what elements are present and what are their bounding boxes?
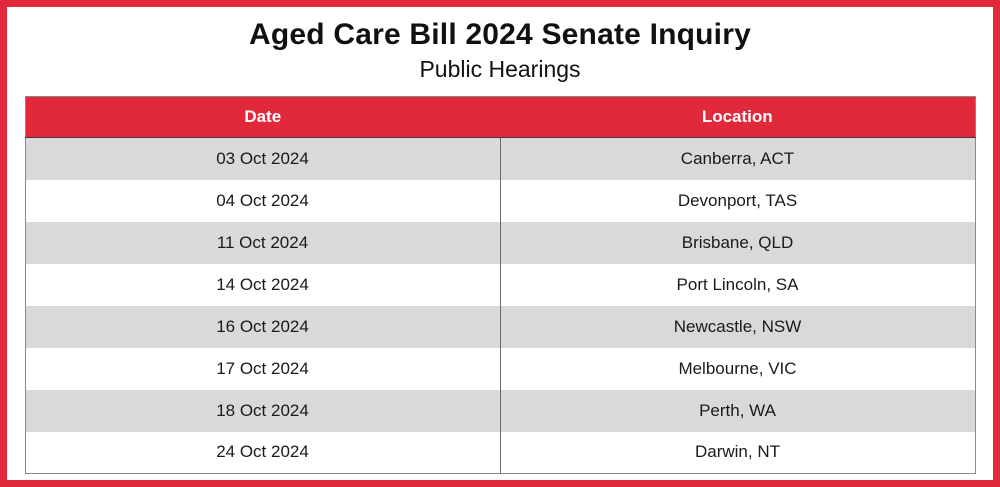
date-cell: 11 Oct 2024 [25, 221, 501, 264]
header-row: Date Location [25, 96, 975, 138]
date-cell: 03 Oct 2024 [25, 137, 501, 180]
table-row: 17 Oct 2024 Melbourne, VIC [25, 347, 975, 390]
hearings-table-body: 03 Oct 2024 Canberra, ACT 04 Oct 2024 Devon… [25, 137, 975, 474]
table-row: 24 Oct 2024 Darwin, NT [25, 431, 975, 474]
date-cell: 17 Oct 2024 [25, 347, 501, 390]
location-cell: Port Lincoln, SA [676, 274, 799, 294]
location-cell: Canberra, ACT [680, 148, 795, 168]
date-cell: 24 Oct 2024 [25, 431, 501, 474]
hearings-table: Date Location 03 Oct 2024 Canberra, ACT 04… [24, 96, 976, 474]
date-cell: 18 Oct 2024 [25, 389, 501, 432]
location-cell: Darwin, NT [694, 442, 780, 462]
date-cell: 16 Oct 2024 [25, 305, 501, 348]
table-row: 16 Oct 2024 Newcastle, NSW [25, 305, 975, 348]
table-row: 04 Oct 2024 Devonport, TAS [25, 179, 975, 222]
table-row: 18 Oct 2024 Perth, WA [25, 389, 975, 432]
location-cell: Brisbane, QLD [681, 232, 794, 252]
table-row: 03 Oct 2024 Canberra, ACT [25, 137, 975, 180]
column-header-location: Location [500, 96, 975, 138]
location-cell: Newcastle, NSW [673, 316, 802, 336]
hearings-table-header: Date Location [25, 96, 975, 138]
date-cell: 04 Oct 2024 [25, 179, 501, 222]
page-subtitle: Public Hearings [419, 56, 581, 82]
page-title: Aged Care Bill 2024 Senate Inquiry [249, 18, 751, 51]
table-row: 14 Oct 2024 Port Lincoln, SA [25, 263, 975, 306]
location-cell: Perth, WA [699, 400, 776, 420]
column-header-date: Date [25, 96, 500, 138]
table-row: 11 Oct 2024 Brisbane, QLD [25, 221, 975, 264]
date-cell: 14 Oct 2024 [25, 263, 501, 306]
location-cell: Devonport, TAS [677, 190, 798, 210]
location-cell: Melbourne, VIC [678, 358, 797, 378]
